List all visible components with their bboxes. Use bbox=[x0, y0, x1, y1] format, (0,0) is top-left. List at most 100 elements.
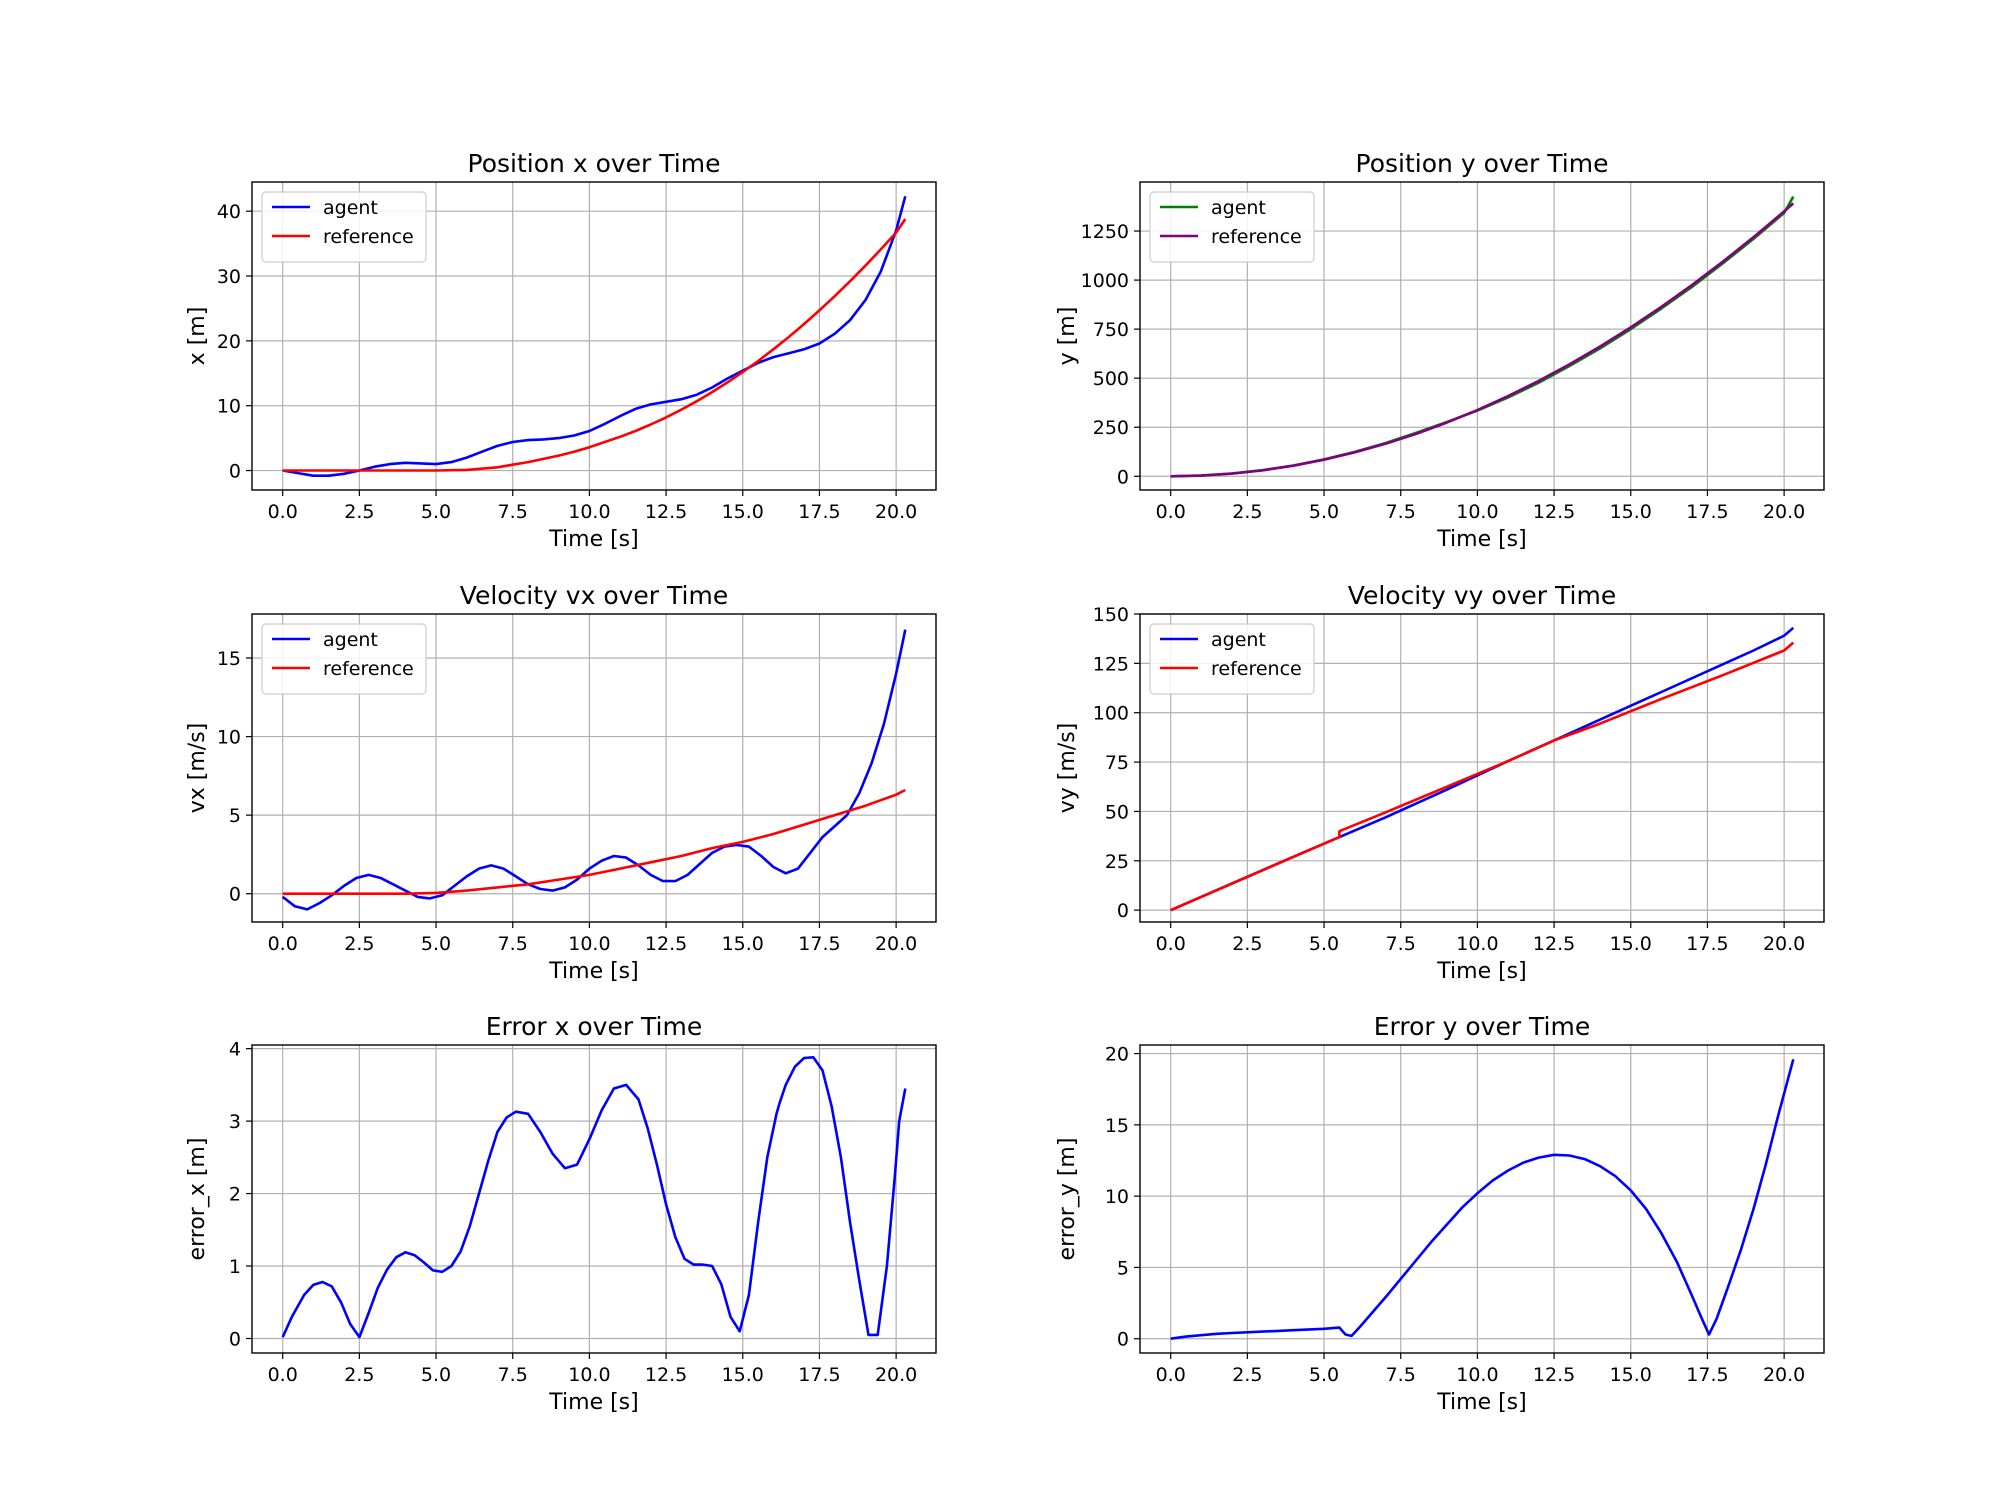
y-tick-label: 10 bbox=[1105, 1186, 1129, 1208]
y-tick-label: 15 bbox=[217, 648, 241, 670]
x-tick-label: 10.0 bbox=[1456, 1364, 1498, 1386]
y-tick-label: 2 bbox=[229, 1184, 241, 1206]
x-tick-label: 15.0 bbox=[722, 501, 764, 523]
chart-title: Position x over Time bbox=[468, 149, 721, 178]
x-tick-label: 7.5 bbox=[498, 1364, 528, 1386]
y-tick-label: 0 bbox=[1117, 1329, 1129, 1351]
y-tick-label: 10 bbox=[217, 727, 241, 749]
x-tick-label: 17.5 bbox=[1686, 1364, 1728, 1386]
y-tick-label: 20 bbox=[1105, 1044, 1129, 1066]
y-tick-label: 25 bbox=[1105, 851, 1129, 873]
x-tick-label: 12.5 bbox=[1533, 501, 1575, 523]
y-tick-label: 50 bbox=[1105, 801, 1129, 823]
series-line-reference bbox=[1170, 202, 1795, 478]
y-tick-label: 750 bbox=[1093, 319, 1129, 341]
axes-frame bbox=[1139, 1044, 1825, 1354]
series-line-reference bbox=[1170, 641, 1795, 912]
y-tick-label: 0 bbox=[229, 1329, 241, 1351]
chart-title: Velocity vy over Time bbox=[1348, 581, 1616, 610]
series-line-agent bbox=[281, 629, 907, 911]
y-tick-label: 1 bbox=[229, 1256, 241, 1278]
x-tick-label: 7.5 bbox=[498, 501, 528, 523]
legend: agent reference bbox=[261, 623, 427, 695]
x-tick-label: 12.5 bbox=[1533, 1364, 1575, 1386]
x-tick-label: 15.0 bbox=[1610, 1364, 1652, 1386]
x-tick-label: 20.0 bbox=[1763, 933, 1805, 955]
x-axis-label: Time [s] bbox=[1436, 959, 1526, 984]
x-tick-label: 0.0 bbox=[1156, 933, 1186, 955]
chart-title: Error x over Time bbox=[486, 1012, 703, 1041]
y-axis-label: y [m] bbox=[1055, 307, 1080, 366]
x-tick-label: 0.0 bbox=[1156, 501, 1186, 523]
chart-title: Position y over Time bbox=[1356, 149, 1609, 178]
subplot-5: 0.0 2.5 5.0 7.5 10.0 12.5 15.0 17.5 20.0 0 5 10 15 20… bbox=[1055, 1012, 1825, 1415]
x-tick-label: 7.5 bbox=[1386, 501, 1416, 523]
y-tick-label: 40 bbox=[217, 201, 241, 223]
y-axis-label: error_x [m] bbox=[185, 1138, 210, 1261]
x-tick-label: 7.5 bbox=[1386, 933, 1416, 955]
y-tick-label: 250 bbox=[1093, 417, 1129, 439]
y-axis-label: vy [m/s] bbox=[1055, 723, 1080, 814]
y-tick-label: 100 bbox=[1093, 703, 1129, 725]
x-tick-label: 2.5 bbox=[344, 933, 374, 955]
chart-title: Velocity vx over Time bbox=[460, 581, 728, 610]
legend-box bbox=[261, 623, 427, 695]
x-tick-label: 20.0 bbox=[875, 933, 917, 955]
legend-label: reference bbox=[1211, 226, 1302, 248]
x-tick-label: 0.0 bbox=[268, 501, 298, 523]
y-axis-label: vx [m/s] bbox=[185, 723, 210, 814]
legend-label: reference bbox=[323, 658, 414, 680]
y-tick-label: 125 bbox=[1093, 653, 1129, 675]
x-tick-label: 7.5 bbox=[498, 933, 528, 955]
y-tick-label: 20 bbox=[217, 331, 241, 353]
y-tick-label: 150 bbox=[1093, 604, 1129, 626]
x-tick-label: 10.0 bbox=[568, 933, 610, 955]
x-tick-label: 15.0 bbox=[1610, 501, 1652, 523]
y-tick-label: 5 bbox=[229, 805, 241, 827]
x-tick-label: 7.5 bbox=[1386, 1364, 1416, 1386]
x-tick-label: 20.0 bbox=[875, 501, 917, 523]
x-tick-label: 2.5 bbox=[1232, 1364, 1262, 1386]
x-tick-label: 5.0 bbox=[1309, 1364, 1339, 1386]
x-axis-label: Time [s] bbox=[548, 1390, 638, 1415]
legend-label: agent bbox=[323, 629, 378, 651]
x-tick-label: 12.5 bbox=[1533, 933, 1575, 955]
subplot-1: 0.0 2.5 5.0 7.5 10.0 12.5 15.0 17.5 20.0 0 250 500 7… bbox=[1055, 149, 1825, 552]
x-tick-label: 5.0 bbox=[421, 1364, 451, 1386]
subplot-0: 0.0 2.5 5.0 7.5 10.0 12.5 15.0 17.5 20.0 0 10 20 30 4… bbox=[185, 149, 937, 552]
x-tick-label: 2.5 bbox=[344, 501, 374, 523]
axes-frame bbox=[1139, 181, 1825, 491]
x-tick-label: 2.5 bbox=[1232, 501, 1262, 523]
y-tick-label: 0 bbox=[1117, 466, 1129, 488]
x-tick-label: 20.0 bbox=[1763, 1364, 1805, 1386]
x-tick-label: 17.5 bbox=[1686, 501, 1728, 523]
x-tick-label: 10.0 bbox=[568, 1364, 610, 1386]
legend-box bbox=[261, 191, 427, 263]
x-tick-label: 17.5 bbox=[798, 933, 840, 955]
y-tick-label: 1250 bbox=[1081, 221, 1129, 243]
x-axis-label: Time [s] bbox=[548, 527, 638, 552]
y-tick-label: 3 bbox=[229, 1111, 241, 1133]
x-tick-label: 15.0 bbox=[722, 933, 764, 955]
x-tick-label: 2.5 bbox=[344, 1364, 374, 1386]
x-tick-label: 10.0 bbox=[1456, 501, 1498, 523]
y-tick-label: 1000 bbox=[1081, 270, 1129, 292]
legend-box bbox=[1149, 623, 1315, 695]
x-tick-label: 12.5 bbox=[645, 933, 687, 955]
series-line-reference bbox=[282, 788, 906, 896]
x-tick-label: 5.0 bbox=[1309, 501, 1339, 523]
y-tick-label: 4 bbox=[229, 1039, 241, 1061]
axes-frame bbox=[251, 1044, 937, 1354]
subplot-2: 0.0 2.5 5.0 7.5 10.0 12.5 15.0 17.5 20.0 0 5 10 15 Ve… bbox=[185, 581, 937, 984]
series-line-series-0 bbox=[1170, 1058, 1795, 1340]
x-tick-label: 10.0 bbox=[568, 501, 610, 523]
x-tick-label: 5.0 bbox=[421, 933, 451, 955]
x-tick-label: 0.0 bbox=[1156, 1364, 1186, 1386]
y-tick-label: 0 bbox=[1117, 900, 1129, 922]
series-line-series-0 bbox=[281, 1056, 907, 1339]
legend-box bbox=[1149, 191, 1315, 263]
legend: agent reference bbox=[1149, 191, 1315, 263]
y-tick-label: 0 bbox=[229, 884, 241, 906]
x-tick-label: 2.5 bbox=[1232, 933, 1262, 955]
